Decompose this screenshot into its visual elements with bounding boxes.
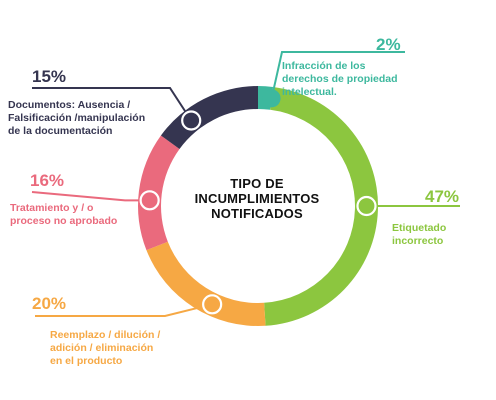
slice-label-line: Falsificación /manipulación (8, 112, 146, 124)
pct-label-etiquetado: 47% (425, 187, 460, 206)
pct-label-reemplazo: 20% (32, 294, 67, 313)
donut-slice-tratamiento (138, 135, 180, 251)
slice-label-line: Tratamiento y / o (10, 202, 94, 214)
leader-line-infraccion (270, 51, 405, 99)
donut-slice-etiquetado (264, 86, 379, 326)
leader-line-documentos (32, 87, 193, 122)
slice-label-line: intelectual. (282, 86, 337, 98)
slice-label-documentos: Documentos: Ausencia / Falsificación /ma… (8, 99, 145, 138)
slice-label-line: incorrecto (392, 235, 444, 247)
donut-slice-documentos (160, 86, 258, 149)
leader-line-tratamiento (31, 191, 150, 202)
slice-marker-documentos (181, 110, 202, 131)
leader-line-reemplazo (35, 303, 213, 317)
chart-title: TIPO DE INCUMPLIMIENTOS NOTIFICADOS (187, 176, 327, 221)
slice-label-infraccion: Infracción de los derechos de propiedad … (282, 60, 398, 99)
pct-label-documentos: 15% (32, 67, 67, 86)
slice-label-line: en el producto (50, 355, 123, 367)
slice-label-tratamiento: Tratamiento y / o proceso no aprobado (10, 202, 117, 228)
chart-title-line: TIPO DE (230, 176, 284, 191)
slice-marker-tratamiento (139, 190, 160, 211)
slice-marker-etiquetado (356, 195, 377, 217)
slice-label-line: Documentos: Ausencia / (8, 99, 131, 111)
slice-label-line: de la documentación (8, 125, 113, 137)
pct-label-infraccion: 2% (376, 35, 401, 54)
slice-label-line: Etiquetado (392, 222, 447, 234)
pct-label-tratamiento: 16% (30, 171, 65, 190)
slice-label-line: proceso no aprobado (10, 215, 118, 227)
slice-label-line: adición / eliminación (50, 342, 154, 354)
chart-title-line: NOTIFICADOS (211, 206, 303, 221)
slice-label-line: Reemplazo / dilución / (50, 329, 161, 341)
slice-label-etiquetado: Etiquetado incorrecto (392, 222, 446, 248)
donut-slice-reemplazo (146, 241, 266, 326)
slice-marker-reemplazo (202, 294, 223, 315)
slice-label-reemplazo: Reemplazo / dilución / adición / elimina… (50, 329, 160, 368)
chart-title-line: INCUMPLIMIENTOS (194, 191, 320, 206)
slice-label-line: Infracción de los (282, 60, 366, 72)
slice-marker-infraccion (262, 89, 281, 108)
slice-label-line: derechos de propiedad (282, 73, 398, 85)
